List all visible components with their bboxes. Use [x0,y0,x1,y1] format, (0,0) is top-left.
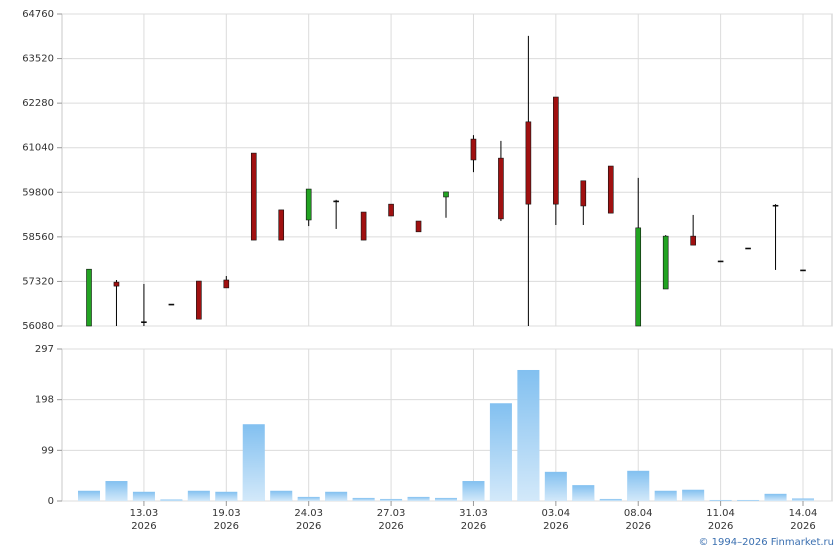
candle-body [415,220,422,233]
x-tick-label: 03.04 2026 [542,508,571,532]
volume-bar-shade [572,485,595,501]
y-tick-label: 58560 [22,232,54,243]
candle-body [580,180,587,207]
y-tick-label: 59800 [22,187,54,198]
volume-bar-shade [132,491,155,501]
y-tick-label: 61040 [22,143,54,154]
candle-body [86,268,92,327]
x-tick-label: 19.03 2026 [212,508,241,532]
x-tick-label: 11.04 2026 [706,508,735,532]
volume-bar-shade [654,490,677,501]
candle-body [470,138,477,161]
y-tick-label: 64760 [22,9,54,20]
candle-body [690,235,696,246]
y-tick-label: 99 [41,445,54,456]
volume-bar-shade [352,497,375,501]
candle-body [635,227,642,327]
x-tick-label: 13.03 2026 [130,508,159,532]
y-tick-label: 57320 [22,276,54,287]
candle-body [525,121,532,205]
candle-body [168,303,175,306]
volume-bar-shade [187,490,210,501]
candle-body [360,211,367,241]
x-tick-label: 08.04 2026 [624,508,653,532]
volume-bar-shade [435,497,457,501]
volume-bar-shade [517,369,540,501]
volume-bar-shade [764,493,787,501]
candle-body [250,152,257,241]
volume-bar-shade [599,498,622,501]
x-tick-label: 27.03 2026 [377,508,406,532]
candle-body [223,279,230,289]
candle-body [662,235,669,290]
volume-bar-shade [78,490,100,501]
candle-body [333,200,339,203]
x-tick-label: 24.03 2026 [294,508,323,532]
volume-bar-shade [682,489,705,501]
candle-body [498,157,504,220]
volume-bar-shade [270,490,293,501]
volume-bar-shade [489,403,512,501]
y-tick-label: 62280 [22,98,54,109]
volume-bar-shade [462,481,485,501]
y-tick-label: 63520 [22,54,54,65]
volume-bar-shade [242,424,265,501]
price-frame [61,13,833,327]
candle-body [196,280,202,320]
candle-body [553,96,559,205]
candle-body [717,260,724,263]
volume-bar-shade [737,499,760,501]
copyright: © 1994–2026 Finmarket.ru [698,537,834,548]
candle-body [772,204,779,207]
candle-body [607,165,614,214]
volume-bar-shade [160,499,183,501]
volume-bar-shade [380,498,403,501]
volume-bar-shade [407,496,430,501]
candle-body [443,191,449,198]
volume-bar-shade [792,498,814,501]
candle-body [278,209,285,241]
volume-bar-shade [297,496,320,501]
y-tick-label: 0 [48,496,54,507]
volume-bar-shade [544,471,567,501]
volume-bar-shade [105,481,128,501]
y-tick-label: 198 [35,395,54,406]
volume-bar-shade [325,491,348,501]
candle-body [800,269,806,272]
x-tick-label: 14.04 2026 [789,508,818,532]
candle-body [141,321,147,323]
candle-body [305,188,312,221]
volume-frame [61,348,833,502]
y-tick-label: 56080 [22,321,54,332]
candle-body [745,247,751,250]
candle-body [113,281,120,287]
volume-bar-shade [627,470,650,501]
candle-body [388,203,394,217]
volume-bar-shade [215,491,238,501]
x-tick-label: 31.03 2026 [459,508,488,532]
y-tick-label: 297 [35,344,54,355]
volume-bar-shade [709,499,732,501]
